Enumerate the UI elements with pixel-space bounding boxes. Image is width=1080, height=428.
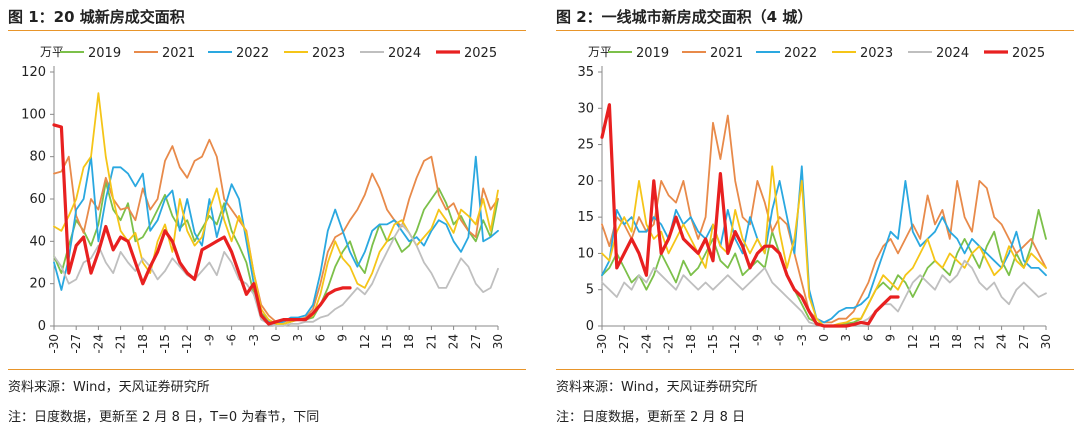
source-text: 资料来源：Wind，天风证券研究所: [556, 380, 758, 395]
title-rule: [8, 30, 526, 31]
x-tick-label: 27: [1017, 334, 1031, 349]
y-tick-label: 40: [29, 234, 46, 249]
x-tick-label: 12: [358, 334, 372, 349]
legend-label-2025: 2025: [1012, 46, 1045, 61]
x-tick-label: -27: [69, 334, 83, 354]
x-tick-label: 3: [291, 334, 305, 342]
x-tick-label: -18: [136, 334, 150, 354]
series-line-2024: [53, 223, 499, 327]
x-tick-label: 27: [469, 334, 483, 349]
legend-label-2023: 2023: [860, 46, 893, 61]
y-tick-label: 5: [586, 283, 594, 298]
chart-title: 图 1：20 城新房成交面积: [8, 8, 185, 26]
footer-rule: [8, 369, 526, 370]
y-tick-label: 0: [586, 319, 594, 334]
y-tick-label: 30: [577, 101, 594, 116]
legend-label-2024: 2024: [388, 46, 421, 61]
legend-label-2022: 2022: [236, 46, 269, 61]
x-tick-label: 9: [884, 334, 898, 342]
x-tick-label: 21: [424, 334, 438, 349]
x-tick-label: 0: [269, 334, 283, 342]
footer-rule: [556, 369, 1074, 370]
x-tick-label: 21: [972, 334, 986, 349]
series-line-2022: [601, 165, 1047, 324]
x-tick-label: 18: [950, 334, 964, 349]
x-tick-label: -21: [114, 334, 128, 354]
chart-panel-tier1-cities: 图 2：一线城市新房成交面积（4 城） 万平 2019 2021 2022 2023 20…: [556, 0, 1076, 428]
x-tick-label: -15: [158, 334, 172, 354]
x-tick-label: -3: [247, 334, 261, 346]
series-line-2021: [601, 114, 1047, 324]
chart-title: 图 2：一线城市新房成交面积（4 城）: [556, 8, 813, 26]
x-tick-label: 30: [1039, 334, 1053, 349]
x-tick-label: 9: [336, 334, 350, 342]
x-tick-label: -9: [202, 334, 216, 346]
unit-label: 万平: [40, 45, 64, 59]
y-tick-label: 120: [21, 65, 46, 80]
legend-label-2021: 2021: [162, 46, 195, 61]
x-tick-label: -27: [617, 334, 631, 354]
x-tick-label: -21: [662, 334, 676, 354]
x-tick-label: -24: [639, 334, 653, 354]
y-tick-label: 35: [577, 65, 594, 80]
x-tick-label: -9: [750, 334, 764, 346]
title-rule: [556, 30, 1074, 31]
x-tick-label: -6: [225, 334, 239, 346]
x-tick-label: -30: [595, 334, 609, 354]
x-tick-label: -15: [706, 334, 720, 354]
series-line-2025: [600, 103, 900, 328]
y-tick-label: 100: [21, 107, 46, 122]
chart-panel-20-cities: 图 1：20 城新房成交面积 万平 2019 2021 2022 2023 2024 202…: [8, 0, 528, 428]
y-tick-label: 25: [577, 138, 594, 153]
legend-label-2019: 2019: [88, 46, 121, 61]
series-line-2025: [52, 123, 352, 326]
legend-label-2022: 2022: [784, 46, 817, 61]
note-text: 注：日度数据，更新至 2 月 8 日: [556, 410, 746, 425]
x-tick-label: 15: [380, 334, 394, 349]
series-line-2023: [601, 165, 1047, 327]
x-tick-label: -18: [684, 334, 698, 354]
x-tick-label: -6: [773, 334, 787, 346]
y-tick-label: 10: [577, 246, 594, 261]
note-text: 注：日度数据，更新至 2 月 8 日，T=0 为春节，下同: [8, 410, 320, 425]
x-tick-label: 6: [861, 334, 875, 342]
legend-label-2024: 2024: [936, 46, 969, 61]
x-tick-label: 18: [402, 334, 416, 349]
legend-label-2019: 2019: [636, 46, 669, 61]
x-tick-label: 30: [491, 334, 505, 349]
series-line-2019: [601, 208, 1047, 327]
legend-label-2021: 2021: [710, 46, 743, 61]
x-tick-label: 6: [313, 334, 327, 342]
y-tick-label: 15: [577, 210, 594, 225]
chart-tier1-cities: 万平 2019 2021 2022 2023 2024 202505101520253035…: [577, 45, 1053, 354]
legend-label-2025: 2025: [464, 46, 497, 61]
x-tick-label: 3: [839, 334, 853, 342]
chart-20-cities: 万平 2019 2021 2022 2023 2024 202502040608010012…: [21, 45, 505, 354]
x-tick-label: -3: [795, 334, 809, 346]
y-tick-label: 80: [29, 150, 46, 165]
x-tick-label: -30: [47, 334, 61, 354]
y-tick-label: 20: [29, 277, 46, 292]
source-text: 资料来源：Wind，天风证券研究所: [8, 380, 210, 395]
x-tick-label: -12: [728, 334, 742, 354]
x-tick-label: 0: [817, 334, 831, 342]
unit-label: 万平: [588, 45, 612, 59]
legend-label-2023: 2023: [312, 46, 345, 61]
y-tick-label: 0: [38, 319, 46, 334]
y-tick-label: 60: [29, 192, 46, 207]
x-tick-label: 24: [995, 334, 1009, 349]
x-tick-label: 24: [447, 334, 461, 349]
series-line-2022: [53, 155, 499, 325]
y-tick-label: 20: [577, 174, 594, 189]
x-tick-label: -24: [91, 334, 105, 354]
series-line-2024: [601, 259, 1047, 327]
x-tick-label: 12: [906, 334, 920, 349]
x-tick-label: 15: [928, 334, 942, 349]
x-tick-label: -12: [180, 334, 194, 354]
